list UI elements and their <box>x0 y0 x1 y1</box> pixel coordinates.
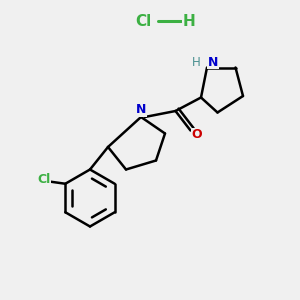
Text: H: H <box>183 14 195 28</box>
Text: Cl: Cl <box>37 173 50 186</box>
Text: O: O <box>192 128 203 142</box>
Text: H: H <box>192 56 201 69</box>
Text: Cl: Cl <box>135 14 152 28</box>
Text: N: N <box>136 103 146 116</box>
Text: N: N <box>208 56 218 69</box>
